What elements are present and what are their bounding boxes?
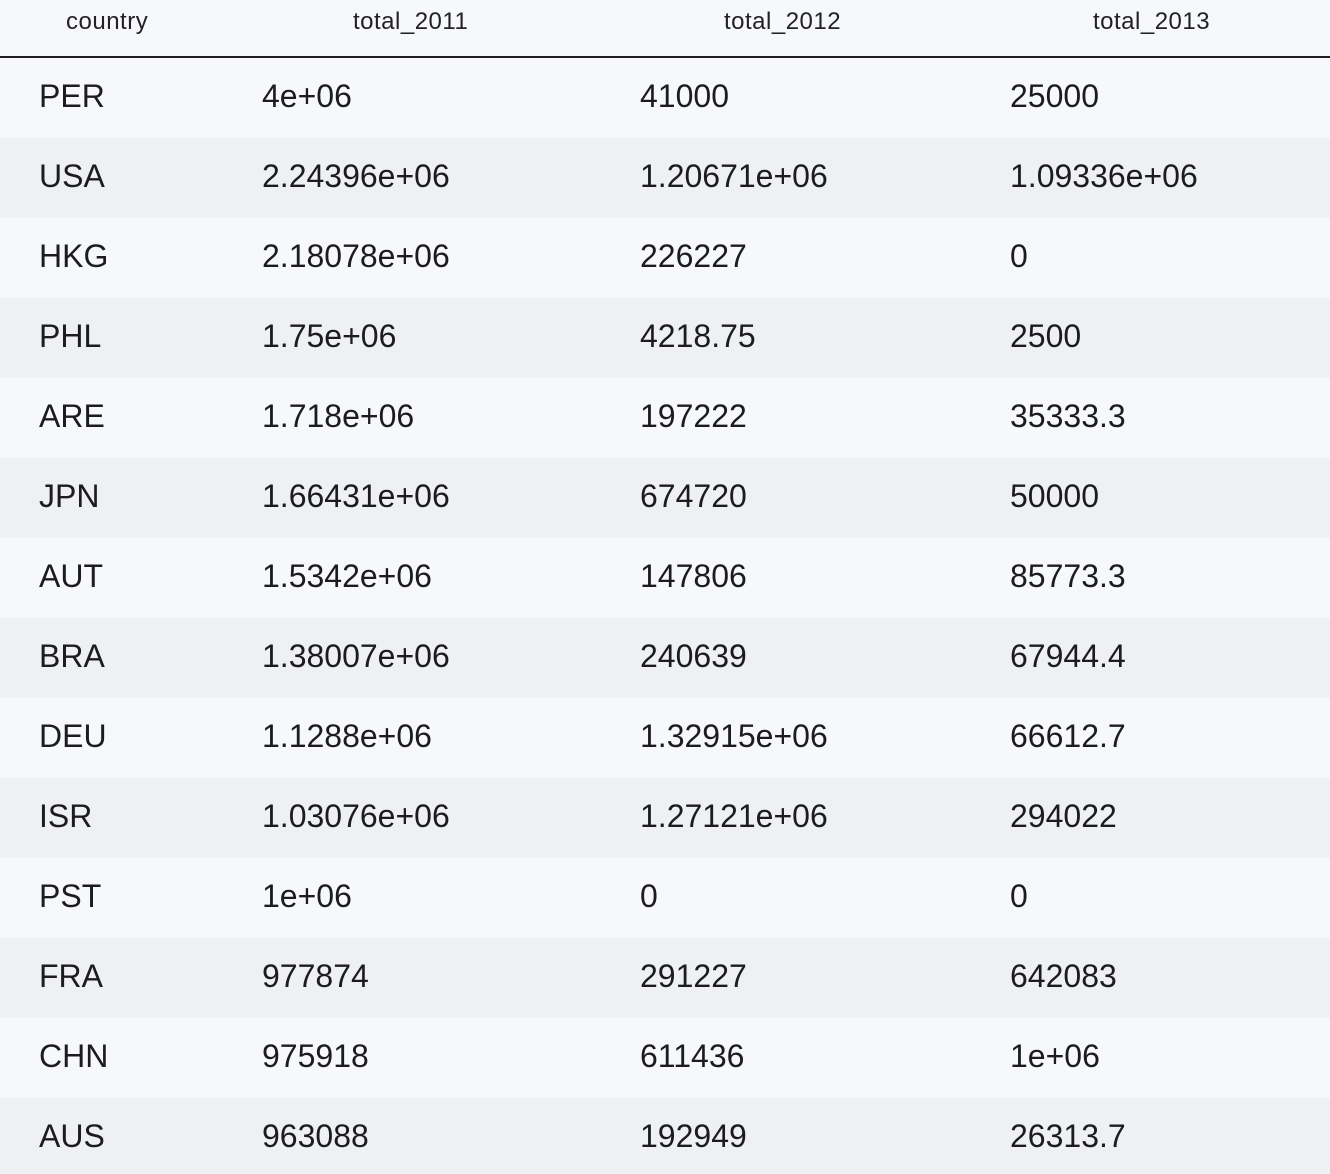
cell-country: BRA — [39, 638, 105, 674]
cell-total-2012: 41000 — [640, 78, 729, 114]
cell-total-2013: 26313.7 — [1010, 1118, 1126, 1154]
cell-country: CHN — [39, 1038, 109, 1074]
cell-total-2011: 1.5342e+06 — [262, 558, 432, 594]
cell-country: PER — [39, 78, 105, 114]
cell-country: FRA — [39, 958, 103, 994]
table-body: PER 4e+06 41000 25000 USA 2.24396e+06 1.… — [0, 58, 1330, 1174]
cell-total-2012: 4218.75 — [640, 318, 756, 354]
cell-total-2011: 2.18078e+06 — [262, 238, 450, 274]
cell-total-2011: 1.03076e+06 — [262, 798, 450, 834]
cell-total-2013: 35333.3 — [1010, 398, 1126, 434]
cell-total-2013: 1.09336e+06 — [1010, 158, 1198, 194]
cell-total-2013: 67944.4 — [1010, 638, 1126, 674]
cell-total-2013: 2500 — [1010, 318, 1082, 354]
cell-total-2013: 0 — [1010, 878, 1028, 914]
cell-country: PST — [39, 878, 102, 914]
column-header-total-2013[interactable]: total_2013 — [1093, 8, 1211, 35]
cell-total-2012: 674720 — [640, 478, 747, 514]
table-row: BRA 1.38007e+06 240639 67944.4 — [0, 618, 1330, 698]
cell-total-2012: 192949 — [640, 1118, 747, 1154]
cell-total-2011: 1.66431e+06 — [262, 478, 450, 514]
cell-total-2011: 1.718e+06 — [262, 398, 415, 434]
cell-total-2012: 1.20671e+06 — [640, 158, 828, 194]
cell-total-2013: 85773.3 — [1010, 558, 1126, 594]
table-row: PER 4e+06 41000 25000 — [0, 58, 1330, 138]
column-header-total-2012[interactable]: total_2012 — [724, 8, 842, 35]
table-row: ARE 1.718e+06 197222 35333.3 — [0, 378, 1330, 458]
table-row: DEU 1.1288e+06 1.32915e+06 66612.7 — [0, 698, 1330, 778]
cell-country: HKG — [39, 238, 109, 274]
cell-total-2013: 25000 — [1010, 78, 1099, 114]
table-row: AUT 1.5342e+06 147806 85773.3 — [0, 538, 1330, 618]
column-header-country[interactable]: country — [66, 8, 149, 35]
cell-total-2013: 50000 — [1010, 478, 1099, 514]
table-row: FRA 977874 291227 642083 — [0, 938, 1330, 1018]
cell-total-2011: 977874 — [262, 958, 369, 994]
cell-country: ISR — [39, 798, 93, 834]
cell-country: AUS — [39, 1118, 105, 1154]
cell-total-2011: 975918 — [262, 1038, 369, 1074]
cell-total-2012: 1.27121e+06 — [640, 798, 828, 834]
table-header: country total_2011 total_2012 total_2013 — [0, 0, 1330, 58]
cell-total-2011: 1e+06 — [262, 878, 352, 914]
cell-total-2011: 2.24396e+06 — [262, 158, 450, 194]
cell-total-2012: 226227 — [640, 238, 747, 274]
cell-country: USA — [39, 158, 105, 194]
cell-country: ARE — [39, 398, 105, 434]
table-row: PHL 1.75e+06 4218.75 2500 — [0, 298, 1330, 378]
cell-total-2011: 4e+06 — [262, 78, 352, 114]
cell-total-2011: 1.38007e+06 — [262, 638, 450, 674]
cell-total-2012: 1.32915e+06 — [640, 718, 828, 754]
cell-country: DEU — [39, 718, 107, 754]
cell-total-2013: 66612.7 — [1010, 718, 1126, 754]
cell-country: AUT — [39, 558, 103, 594]
cell-country: PHL — [39, 318, 102, 354]
cell-country: JPN — [39, 478, 100, 514]
cell-total-2012: 240639 — [640, 638, 747, 674]
cell-total-2013: 294022 — [1010, 798, 1117, 834]
cell-total-2013: 642083 — [1010, 958, 1117, 994]
cell-total-2011: 1.75e+06 — [262, 318, 397, 354]
cell-total-2012: 0 — [640, 878, 658, 914]
column-header-total-2011[interactable]: total_2011 — [353, 8, 469, 35]
cell-total-2012: 147806 — [640, 558, 747, 594]
cell-total-2013: 0 — [1010, 238, 1028, 274]
cell-total-2011: 963088 — [262, 1118, 369, 1154]
table-row: USA 2.24396e+06 1.20671e+06 1.09336e+06 — [0, 138, 1330, 218]
cell-total-2011: 1.1288e+06 — [262, 718, 432, 754]
table-row: AUS 963088 192949 26313.7 — [0, 1098, 1330, 1174]
cell-total-2013: 1e+06 — [1010, 1038, 1100, 1074]
cell-total-2012: 197222 — [640, 398, 747, 434]
table-row: CHN 975918 611436 1e+06 — [0, 1018, 1330, 1098]
table-row: ISR 1.03076e+06 1.27121e+06 294022 — [0, 778, 1330, 858]
cell-total-2012: 291227 — [640, 958, 747, 994]
cell-total-2012: 611436 — [640, 1038, 745, 1074]
table-row: JPN 1.66431e+06 674720 50000 — [0, 458, 1330, 538]
table-row: PST 1e+06 0 0 — [0, 858, 1330, 938]
table-row: HKG 2.18078e+06 226227 0 — [0, 218, 1330, 298]
